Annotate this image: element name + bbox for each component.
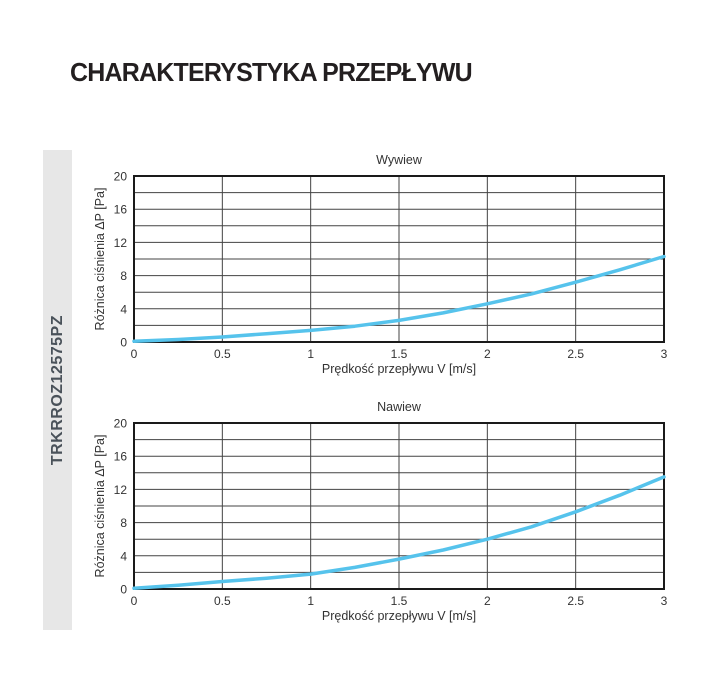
flow-curve	[132, 475, 666, 590]
y-tick-label: 0	[120, 583, 127, 597]
y-tick-label: 16	[114, 450, 128, 464]
x-tick-label: 1	[307, 347, 314, 361]
y-tick-label: 8	[120, 269, 127, 283]
y-tick-label: 16	[114, 203, 128, 217]
y-tick-label: 4	[120, 549, 127, 563]
x-tick-label: 2	[484, 594, 491, 608]
x-tick-label: 1.5	[391, 594, 408, 608]
x-tick-label: 3	[661, 594, 668, 608]
y-tick-label: 20	[114, 170, 128, 184]
y-tick-label: 4	[120, 302, 127, 316]
x-axis-label: Prędkość przepływu V [m/s]	[322, 362, 476, 376]
chart-title: Nawiew	[377, 400, 422, 414]
x-tick-label: 0.5	[214, 594, 231, 608]
x-tick-label: 2.5	[567, 347, 584, 361]
plot-border	[133, 175, 665, 343]
model-number-label: TRKRROZ12575PZ	[48, 314, 66, 466]
x-tick-label: 1.5	[391, 347, 408, 361]
y-tick-label: 8	[120, 516, 127, 530]
y-tick-label: 12	[114, 483, 128, 497]
x-axis-label: Prędkość przepływu V [m/s]	[322, 609, 476, 623]
nawiew-flow-chart: Nawiew 0 4 8 12 16 20 0 0.5 1 1.5 2 2.5 3 Prędkość prz…	[93, 400, 668, 623]
plot-border	[133, 422, 665, 590]
y-axis-label: Różnica ciśnienia ΔP [Pa]	[93, 435, 107, 578]
y-tick-label: 12	[114, 236, 128, 250]
x-tick-label: 0.5	[214, 347, 231, 361]
chart-title: Wywiew	[376, 153, 423, 167]
x-tick-label: 0	[131, 594, 138, 608]
x-tick-label: 3	[661, 347, 668, 361]
y-tick-label: 0	[120, 336, 127, 350]
x-tick-label: 0	[131, 347, 138, 361]
x-tick-label: 2.5	[567, 594, 584, 608]
x-tick-label: 2	[484, 347, 491, 361]
model-side-tab: TRKRROZ12575PZ	[43, 150, 72, 630]
x-tick-label: 1	[307, 594, 314, 608]
y-tick-label: 20	[114, 417, 128, 431]
y-axis-label: Różnica ciśnienia ΔP [Pa]	[93, 188, 107, 331]
page-title: CHARAKTERYSTYKA PRZEPŁYWU	[70, 57, 473, 87]
flow-curve	[132, 254, 666, 343]
wywiew-flow-chart: Wywiew 0 4 8 12 16 20 0 0.5 1 1.5 2 2.5 3 Prędkość prz…	[93, 153, 668, 376]
